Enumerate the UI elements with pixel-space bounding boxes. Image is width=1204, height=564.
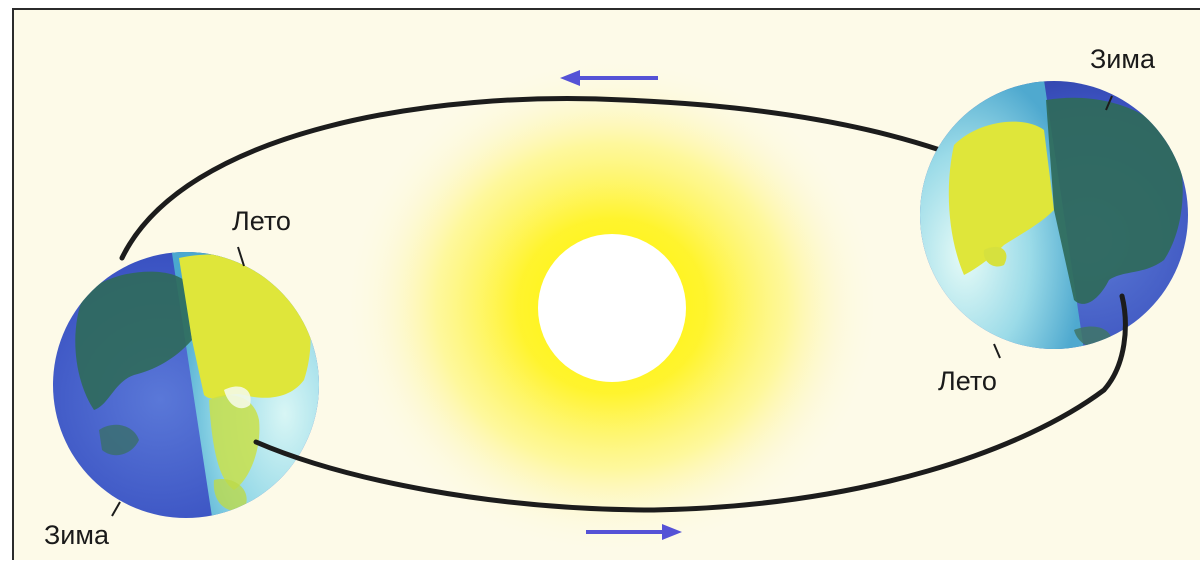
sun (538, 234, 686, 382)
label-right-summer: Лето (938, 366, 997, 396)
label-left-winter: Зима (44, 520, 109, 550)
diagram-frame: Лето Зима Зима Лето (12, 8, 1200, 560)
orbit-upper-arc (119, 96, 943, 261)
label-left-summer: Лето (232, 206, 291, 236)
earth-right (920, 81, 1188, 349)
leader-right-winter (1105, 95, 1113, 111)
orbit-diagram (53, 56, 1188, 556)
leader-right-summer (993, 343, 1001, 359)
label-right-winter: Зима (1090, 44, 1155, 74)
orbit-lower-arc (253, 293, 1128, 513)
arrow-top-left (560, 70, 658, 86)
leader-left-winter (111, 501, 121, 517)
arrow-bottom-right (586, 524, 682, 540)
earth-left (53, 252, 319, 518)
leader-left-summer (237, 246, 245, 267)
